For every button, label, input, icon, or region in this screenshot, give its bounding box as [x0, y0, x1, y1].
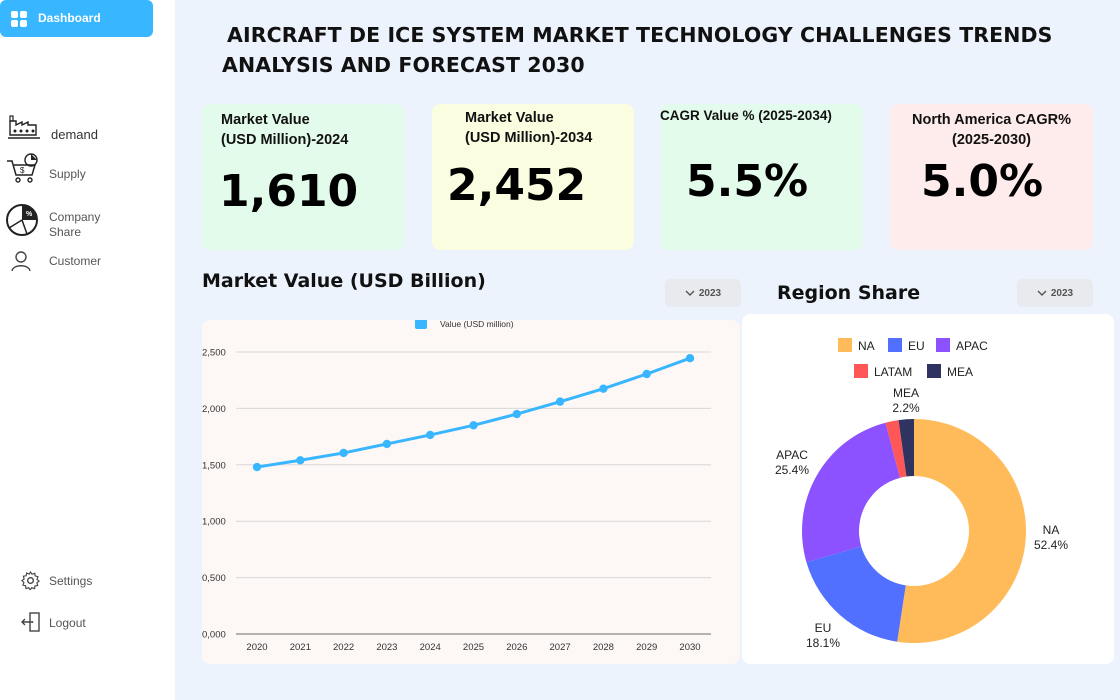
- logout-icon: [21, 612, 41, 637]
- x-tick-label: 2024: [420, 642, 441, 653]
- sidebar-item-label: Dashboard: [38, 11, 101, 25]
- x-tick-label: 2027: [550, 642, 571, 653]
- pie-chart-title: Region Share: [777, 282, 921, 304]
- data-point: [339, 448, 348, 458]
- data-point: [252, 462, 262, 472]
- y-tick-label: 0,000: [202, 630, 226, 641]
- pie-slice: [802, 422, 900, 563]
- legend-label: EU: [908, 339, 925, 353]
- sidebar-item-label: Settings: [49, 574, 93, 588]
- x-tick-label: 2030: [679, 642, 700, 653]
- slice-label-value: 2.2%: [892, 401, 920, 415]
- x-tick-label: 2022: [333, 642, 354, 653]
- slice-label-name: MEA: [893, 386, 919, 400]
- dashboard-icon: [10, 10, 28, 28]
- chevron-down-icon: [685, 288, 695, 299]
- legend-label: NA: [858, 339, 875, 353]
- legend-label: MEA: [947, 365, 973, 379]
- page-title: AIRCRAFT DE ICE SYSTEM MARKET TECHNOLOGY…: [222, 23, 1053, 77]
- legend-swatch: [838, 338, 852, 352]
- data-point: [382, 439, 392, 449]
- kpi-card-market-value-2024: Market Value (USD Million)-2024 1,610: [202, 104, 404, 250]
- kpi-card-cagr: CAGR Value % (2025-2034) 5.5%: [660, 104, 863, 250]
- kpi-value: 1,610: [219, 166, 359, 217]
- gear-icon: [21, 570, 40, 595]
- pie-slice: [885, 420, 907, 478]
- sidebar-item-label: Share: [49, 225, 82, 239]
- slice-label-value: 52.4%: [1034, 538, 1068, 552]
- y-tick-label: 0,500: [202, 573, 226, 584]
- x-tick-label: 2028: [593, 642, 614, 653]
- slice-label-name: EU: [815, 621, 832, 635]
- sidebar-item-label: Supply: [49, 167, 86, 181]
- x-tick-label: 2020: [246, 642, 267, 653]
- pie-percent-icon: %: [5, 201, 43, 244]
- pie-slice: [897, 419, 1026, 643]
- kpi-card-north-america-cagr: North America CAGR% (2025-2030) 5.0%: [890, 104, 1093, 250]
- sidebar: Dashboard demand $ Supply % Company Shar…: [0, 0, 175, 700]
- sidebar-item-logout[interactable]: Logout: [0, 611, 175, 633]
- sidebar-item-dashboard[interactable]: Dashboard: [0, 0, 153, 37]
- pie-chart-panel: NA EU APAC LATAM MEA NA 52.4% EU 18.1% APAC 25.4% M…: [742, 314, 1114, 664]
- slice-label-name: APAC: [776, 448, 808, 462]
- legend-label: LATAM: [874, 365, 912, 379]
- kpi-value: 5.0%: [921, 156, 1044, 207]
- chevron-down-icon: [1037, 288, 1047, 299]
- legend-swatch: [927, 364, 941, 378]
- sidebar-item-label: Company: [49, 210, 101, 224]
- x-tick-label: 2029: [636, 642, 657, 653]
- line-chart-year-select[interactable]: 2023: [665, 279, 741, 307]
- pie-chart-year-select[interactable]: 2023: [1017, 279, 1093, 307]
- sidebar-item-label: demand: [51, 127, 98, 142]
- x-tick-label: 2021: [290, 642, 311, 653]
- pie-slice: [806, 546, 906, 642]
- svg-text:$: $: [20, 166, 25, 175]
- line-chart-title: Market Value (USD Billion): [202, 270, 486, 292]
- data-point: [512, 409, 521, 419]
- cart-icon: $: [6, 153, 40, 192]
- sidebar-item-company-share[interactable]: % Company Share: [0, 199, 175, 239]
- x-tick-label: 2025: [463, 642, 484, 653]
- line-chart: 0,000 0,500 1,000 1,500 2,000 2,500 2020 2021 20…: [202, 317, 711, 653]
- data-point: [555, 397, 565, 406]
- kpi-value: 5.5%: [686, 156, 809, 207]
- y-tick-label: 2,500: [202, 348, 226, 359]
- x-tick-label: 2023: [376, 642, 397, 653]
- factory-icon: [7, 115, 41, 146]
- data-point: [599, 384, 608, 393]
- data-point: [469, 421, 478, 430]
- user-icon: [11, 250, 31, 277]
- sidebar-item-supply[interactable]: $ Supply: [0, 152, 175, 188]
- line-chart-panel: 0,000 0,500 1,000 1,500 2,000 2,500 2020 2021 20…: [202, 317, 740, 664]
- data-point: [685, 354, 695, 363]
- sidebar-item-label: Customer: [49, 254, 102, 268]
- x-tick-label: 2026: [506, 642, 527, 653]
- y-tick-label: 2,000: [202, 404, 226, 415]
- sidebar-item-demand[interactable]: demand: [0, 114, 175, 148]
- data-point: [296, 456, 305, 465]
- legend-swatch: [936, 338, 950, 352]
- sidebar-item-settings[interactable]: Settings: [0, 570, 175, 592]
- data-point: [426, 430, 435, 440]
- kpi-card-market-value-2034: Market Value (USD Million)-2034 2,452: [432, 104, 634, 250]
- sidebar-item-customer[interactable]: Customer: [0, 250, 175, 274]
- y-tick-label: 1,000: [202, 517, 226, 528]
- legend-label: APAC: [956, 339, 988, 353]
- kpi-value: 2,452: [447, 160, 587, 211]
- slice-label-name: NA: [1043, 523, 1060, 537]
- y-tick-label: 1,500: [202, 460, 226, 471]
- pie-slice: [898, 419, 914, 477]
- legend-label: Value (USD million): [440, 320, 514, 329]
- data-point: [642, 369, 651, 379]
- sidebar-item-label: Logout: [49, 616, 86, 630]
- svg-text:%: %: [26, 211, 33, 218]
- legend-swatch: [888, 338, 902, 352]
- series-line: [256, 356, 691, 469]
- legend-swatch: [415, 317, 427, 329]
- slice-label-value: 25.4%: [775, 463, 809, 477]
- slice-label-value: 18.1%: [806, 636, 840, 650]
- legend-swatch: [854, 364, 868, 378]
